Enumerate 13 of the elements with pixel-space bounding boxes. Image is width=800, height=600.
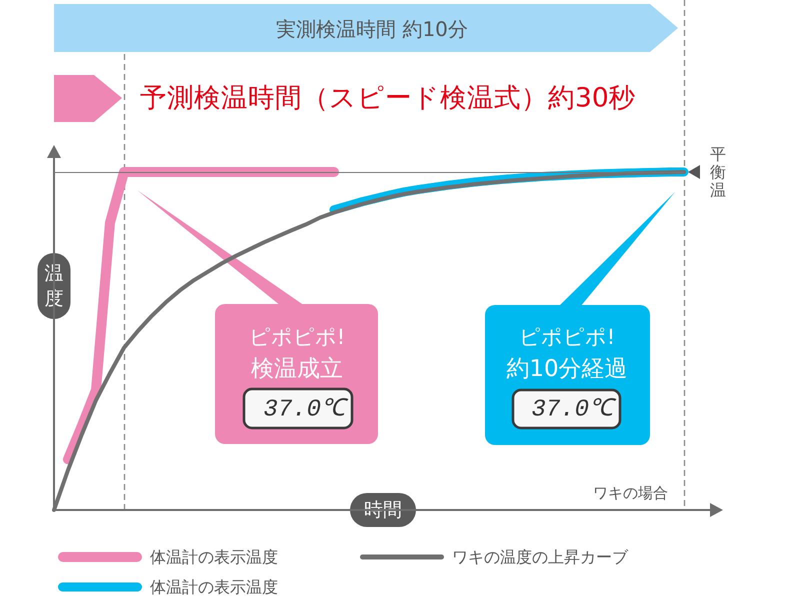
annotation: 検温成立 [251, 356, 343, 382]
annotation: ワキの場合 [593, 484, 668, 502]
legend-label: ワキの温度の上昇カーブ [452, 548, 629, 566]
legend-label: 体温計の表示温度 [150, 578, 278, 596]
annotation: 37.0℃ [531, 396, 617, 424]
text: 予測検温時間（スピード検温式）約30秒 [140, 82, 636, 114]
annotation: ピポピポ! [248, 325, 346, 349]
text: 実測検温時間 約10分 [276, 17, 468, 41]
annotation: 37.0℃ [263, 396, 349, 424]
annotation: ピポピポ! [518, 325, 616, 349]
annotation: 約10分経過 [506, 356, 628, 382]
legend-label: 体温計の表示温度 [150, 548, 278, 566]
ref-line-label: 平衡温 [710, 144, 726, 200]
